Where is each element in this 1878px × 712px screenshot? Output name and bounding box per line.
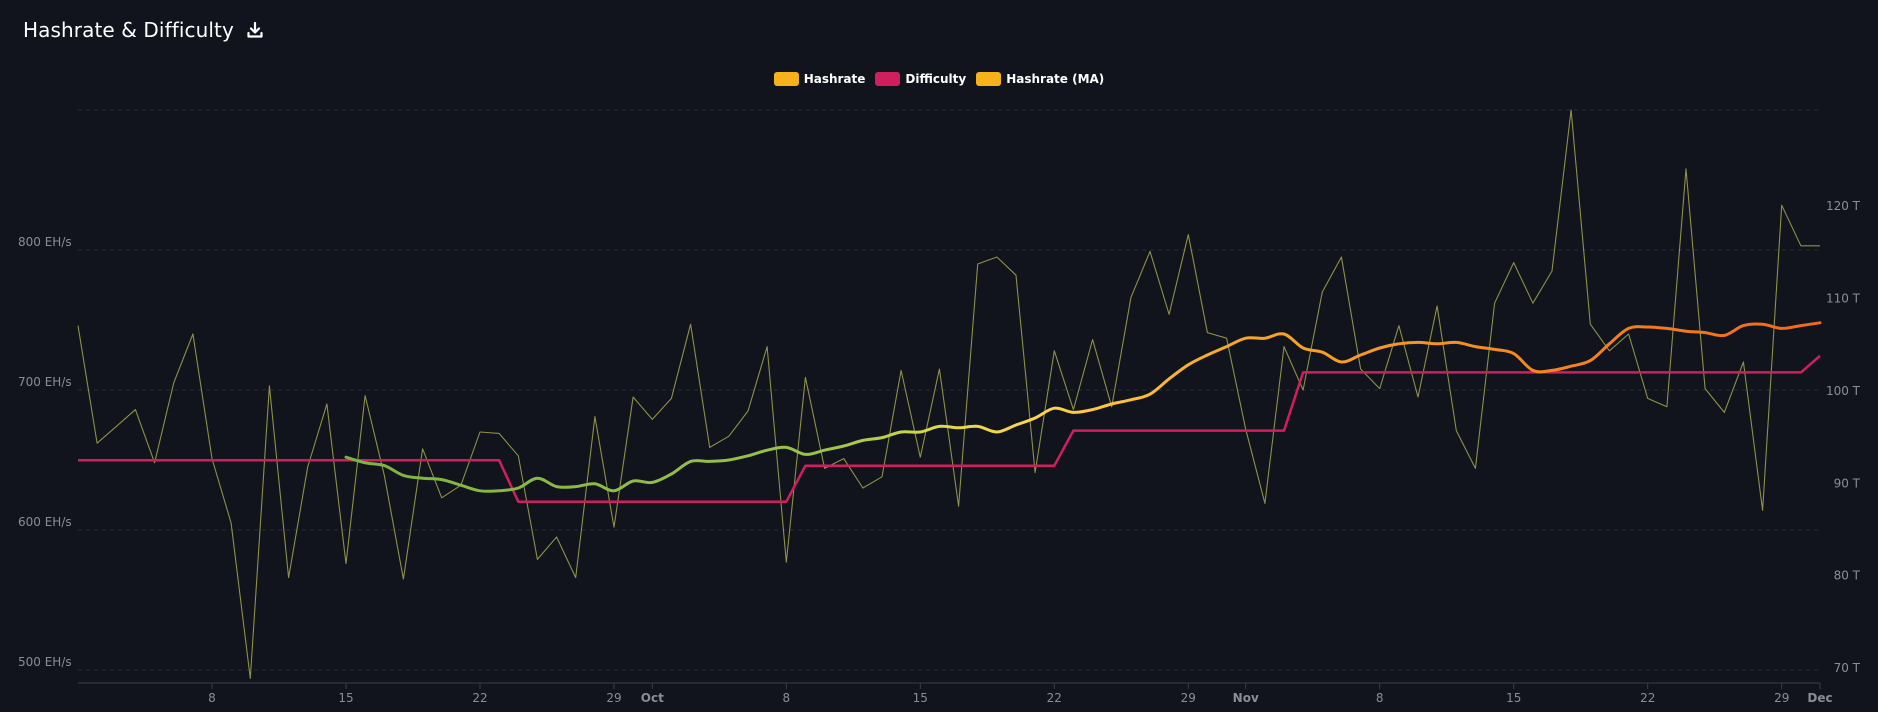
page-title: Hashrate & Difficulty <box>23 18 234 42</box>
download-icon[interactable] <box>246 21 264 39</box>
series-difficulty-line <box>78 354 1821 503</box>
x-tick-label: 15 <box>913 691 928 705</box>
x-tick-label: 8 <box>208 691 216 705</box>
x-tick-label: 29 <box>1774 691 1789 705</box>
series-hashrate-line <box>77 109 1820 679</box>
legend-label-hashrate-ma: Hashrate (MA) <box>1006 72 1105 86</box>
y-left-tick-label: 500 EH/s <box>18 655 72 669</box>
x-tick-label: 22 <box>1640 691 1655 705</box>
y-left-tick-label: 600 EH/s <box>18 515 72 529</box>
y-left-tick-label: 700 EH/s <box>18 375 72 389</box>
x-tick-label: 8 <box>1376 691 1384 705</box>
series-hashrate-ma-line <box>344 321 1822 493</box>
y-right-tick-label: 70 T <box>1834 661 1861 675</box>
y-right-tick-label: 110 T <box>1826 292 1861 306</box>
x-tick-label: 22 <box>472 691 487 705</box>
x-tick-label: Dec <box>1807 691 1832 705</box>
x-tick-label: 15 <box>338 691 353 705</box>
legend-label-hashrate: Hashrate <box>803 72 866 86</box>
legend-item-difficulty[interactable]: Difficulty <box>875 72 966 86</box>
y-right-tick-label: 90 T <box>1834 476 1861 490</box>
y-right-tick-label: 80 T <box>1834 569 1861 583</box>
legend-swatch-hashrate-ma <box>976 72 1002 86</box>
legend-swatch-difficulty <box>875 72 901 86</box>
x-tick-label: 29 <box>1181 691 1196 705</box>
y-right-tick-label: 120 T <box>1826 199 1861 213</box>
x-tick-label: 8 <box>782 691 790 705</box>
y-left-tick-label: 800 EH/s <box>18 235 72 249</box>
x-tick-label: 22 <box>1047 691 1062 705</box>
legend-label-difficulty: Difficulty <box>905 72 967 86</box>
chart-legend: Hashrate Difficulty Hashrate (MA) <box>0 72 1878 86</box>
chart-header: Hashrate & Difficulty <box>23 18 264 42</box>
legend-swatch-hashrate <box>773 72 799 86</box>
legend-item-hashrate[interactable]: Hashrate <box>773 72 866 86</box>
x-tick-label: Oct <box>641 691 664 705</box>
x-tick-label: 29 <box>606 691 621 705</box>
x-tick-label: 15 <box>1506 691 1521 705</box>
y-right-tick-label: 100 T <box>1826 384 1861 398</box>
x-tick-label: Nov <box>1233 691 1259 705</box>
legend-item-hashrate-ma[interactable]: Hashrate (MA) <box>976 72 1104 86</box>
